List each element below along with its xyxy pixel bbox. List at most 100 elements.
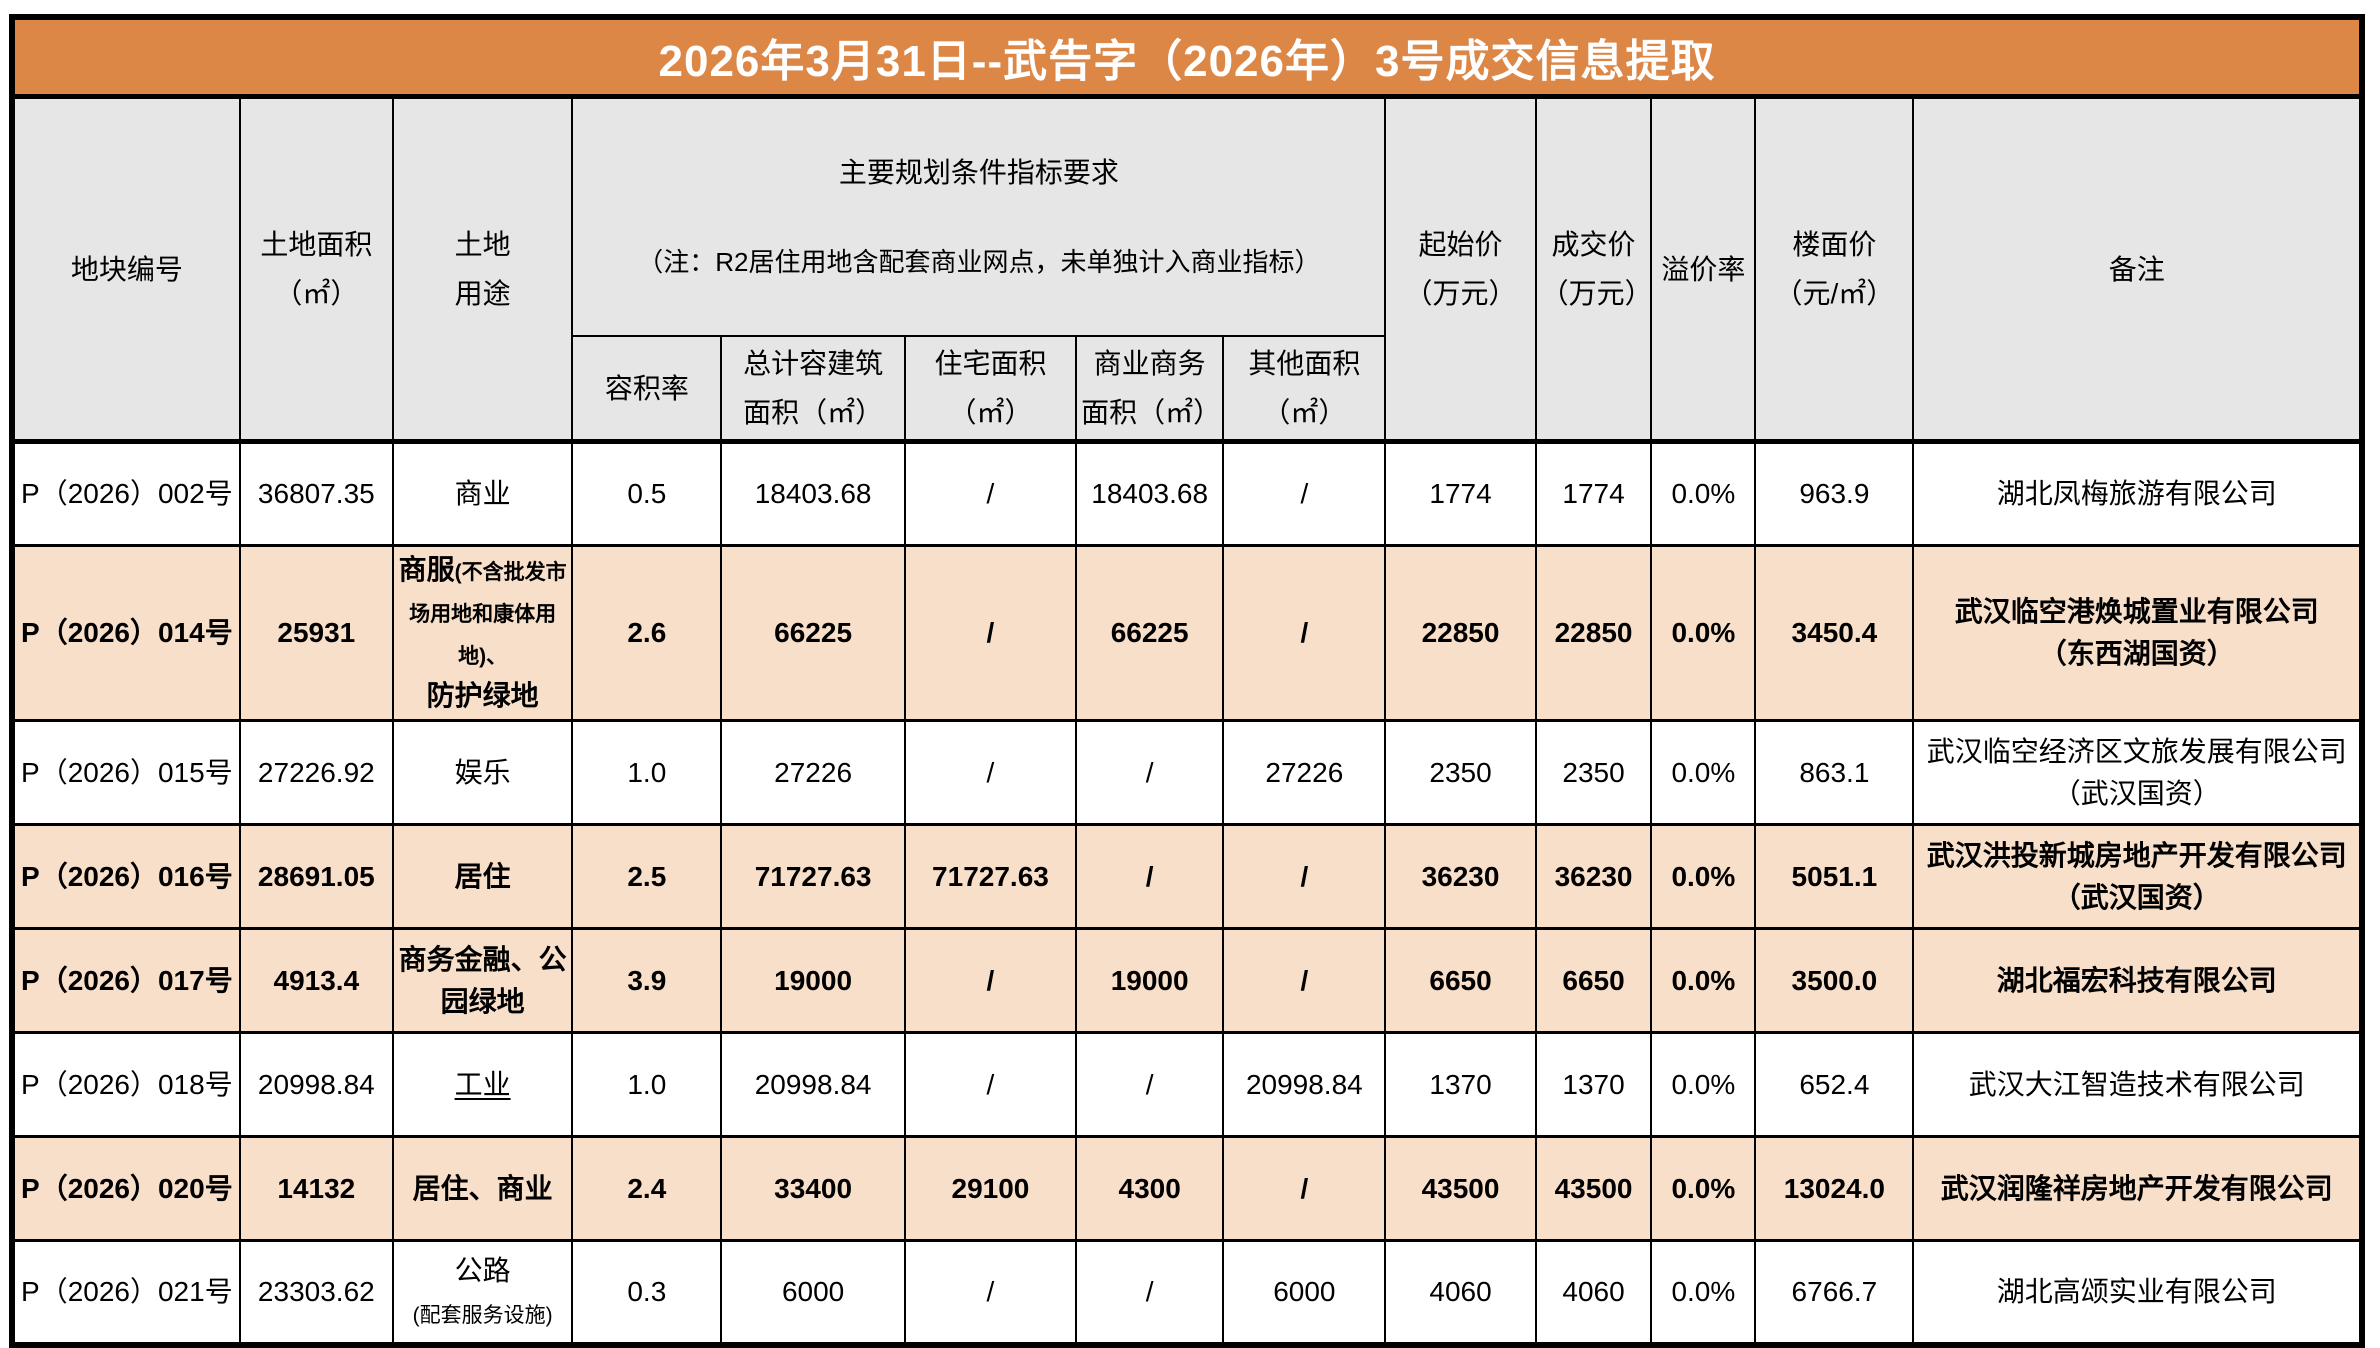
cell-residential-area: 71727.63: [903, 823, 1078, 930]
header-premium-rate: 溢价率: [1650, 97, 1757, 443]
land-use-text: 公路: [454, 1254, 511, 1286]
cell-residential-area: /: [903, 927, 1078, 1034]
land-use-text: 商服: [398, 554, 455, 585]
cell-commercial-area: 66225: [1075, 544, 1225, 722]
header-row-group: 地块编号 土地面积 （㎡） 土地 用途 主要规划条件指标要求 （注：R2居住用地…: [11, 97, 2363, 443]
remark-line: （武汉国资）: [2052, 777, 2221, 809]
cell-remark: 武汉临空港焕城置业有限公司 （东西湖国资）: [1912, 544, 2363, 722]
cell-other-area: /: [1222, 440, 1387, 547]
cell-floor-area-ratio: 2.5: [571, 823, 723, 930]
cell-total-gfa: 27226: [720, 719, 906, 826]
header-residential-area: 住宅面积 （㎡）: [903, 335, 1078, 443]
table-row: P（2026）016号 28691.05 居住 2.5 71727.63 71727.63…: [11, 823, 2363, 930]
cell-deal-price: 4060: [1534, 1239, 1653, 1346]
cell-commercial-area: 19000: [1075, 927, 1225, 1034]
cell-land-area: 14132: [238, 1135, 394, 1242]
header-plot-number: 地块编号: [11, 97, 241, 443]
cell-other-area: /: [1222, 544, 1387, 722]
land-use-text: 商业: [454, 478, 511, 509]
cell-land-area: 27226.92: [238, 719, 394, 826]
header-total-gfa: 总计容建筑 面积（㎡）: [720, 335, 906, 443]
cell-floor-area-ratio: 1.0: [571, 719, 723, 826]
cell-land-use: 商服(不含批发市场用地和康体用地)、 防护绿地: [391, 544, 574, 722]
header-floor-price: 楼面价 （元/㎡）: [1754, 97, 1915, 443]
page-title: 2026年3月31日--武告字（2026年）3号成交信息提取: [9, 14, 2365, 97]
cell-start-price: 6650: [1384, 927, 1537, 1034]
cell-deal-price: 1370: [1534, 1031, 1653, 1138]
cell-plot-number: P（2026）002号: [11, 440, 241, 547]
planning-group-title: 主要规划条件指标要求: [838, 157, 1119, 188]
cell-deal-price: 6650: [1534, 927, 1653, 1034]
cell-start-price: 22850: [1384, 544, 1537, 722]
header-start-price: 起始价 （万元）: [1384, 97, 1537, 443]
land-use-text: (配套服务设施): [412, 1303, 553, 1327]
cell-land-area: 25931: [238, 544, 394, 722]
cell-other-area: /: [1222, 823, 1387, 930]
cell-land-use: 工业: [391, 1031, 574, 1138]
cell-remark: 武汉大江智造技术有限公司: [1912, 1031, 2363, 1138]
cell-commercial-area: 4300: [1075, 1135, 1225, 1242]
spreadsheet-area: 2026年3月31日--武告字（2026年）3号成交信息提取 地块编号 土地面积…: [9, 14, 2365, 1348]
cell-floor-price: 963.9: [1754, 440, 1915, 547]
cell-residential-area: /: [903, 544, 1078, 722]
cell-plot-number: P（2026）016号: [11, 823, 241, 930]
cell-commercial-area: /: [1075, 1031, 1225, 1138]
land-use-text: 居住: [454, 860, 511, 892]
land-use-text: 商务金融、公园绿地: [398, 943, 567, 1017]
cell-residential-area: /: [903, 1031, 1078, 1138]
header-row-sub: 容积率 总计容建筑 面积（㎡） 住宅面积 （㎡） 商业商务 面积（㎡） 其他面积…: [12, 335, 2362, 443]
cell-land-area: 28691.05: [238, 823, 394, 930]
cell-remark: 湖北福宏科技有限公司: [1912, 927, 2363, 1034]
cell-land-area: 23303.62: [238, 1239, 394, 1346]
table-header: 地块编号 土地面积 （㎡） 土地 用途 主要规划条件指标要求 （注：R2居住用地…: [11, 97, 2363, 443]
cell-commercial-area: /: [1075, 1239, 1225, 1346]
cell-other-area: /: [1222, 927, 1387, 1034]
cell-premium-rate: 0.0%: [1650, 1031, 1757, 1138]
cell-other-area: 6000: [1222, 1239, 1387, 1346]
cell-land-area: 4913.4: [238, 927, 394, 1034]
cell-premium-rate: 0.0%: [1650, 544, 1757, 722]
cell-land-use: 居住: [391, 823, 574, 930]
cell-floor-price: 863.1: [1754, 719, 1915, 826]
cell-premium-rate: 0.0%: [1650, 1135, 1757, 1242]
header-remark: 备注: [1912, 97, 2363, 443]
cell-floor-area-ratio: 0.5: [571, 440, 723, 547]
cell-floor-price: 13024.0: [1754, 1135, 1915, 1242]
cell-total-gfa: 33400: [720, 1135, 906, 1242]
cell-remark: 湖北高颂实业有限公司: [1912, 1239, 2363, 1346]
cell-floor-price: 6766.7: [1754, 1239, 1915, 1346]
cell-floor-price: 3450.4: [1754, 544, 1915, 722]
table-row: P（2026）020号 14132 居住、商业 2.4 33400 29100 4300/4…: [11, 1135, 2363, 1242]
cell-remark: 武汉洪投新城房地产开发有限公司 （武汉国资）: [1912, 823, 2363, 930]
cell-floor-area-ratio: 0.3: [571, 1239, 723, 1346]
remark-line: 湖北福宏科技有限公司: [1996, 964, 2277, 996]
cell-land-use: 居住、商业: [391, 1135, 574, 1242]
cell-total-gfa: 18403.68: [720, 440, 906, 547]
table-body: P（2026）002号 36807.35 商业 0.5 18403.68/18403.6…: [11, 440, 2363, 1346]
cell-start-price: 1774: [1384, 440, 1537, 547]
remark-line: （武汉国资）: [2052, 881, 2221, 913]
header-far: 容积率: [571, 335, 723, 443]
remark-line: 武汉临空港焕城置业有限公司: [1954, 596, 2319, 627]
table-row: P（2026）002号 36807.35 商业 0.5 18403.68/18403.6…: [11, 440, 2363, 547]
cell-floor-area-ratio: 2.4: [571, 1135, 723, 1242]
header-land-area: 土地面积 （㎡）: [238, 97, 394, 443]
table-row: P（2026）014号 25931 商服(不含批发市场用地和康体用地)、 防护绿地 2.…: [11, 544, 2363, 722]
table-row: P（2026）015号 27226.92 娱乐 1.0 27226//27226 2350…: [11, 719, 2363, 826]
cell-floor-price: 5051.1: [1754, 823, 1915, 930]
cell-commercial-area: 18403.68: [1075, 440, 1225, 547]
cell-plot-number: P（2026）020号: [11, 1135, 241, 1242]
cell-land-use: 商业: [391, 440, 574, 547]
cell-other-area: 20998.84: [1222, 1031, 1387, 1138]
remark-line: 湖北凤梅旅游有限公司: [1996, 478, 2277, 509]
land-use-text: 娱乐: [454, 756, 511, 788]
table-row: P（2026）017号 4913.4 商务金融、公园绿地 3.9 19000/19000…: [11, 927, 2363, 1034]
remark-line: 武汉临空经济区文旅发展有限公司: [1926, 735, 2347, 767]
cell-other-area: 27226: [1222, 719, 1387, 826]
cell-start-price: 4060: [1384, 1239, 1537, 1346]
header-deal-price: 成交价 （万元）: [1534, 97, 1653, 443]
cell-commercial-area: /: [1075, 719, 1225, 826]
cell-total-gfa: 66225: [720, 544, 906, 722]
cell-land-use: 娱乐: [391, 719, 574, 826]
cell-plot-number: P（2026）017号: [11, 927, 241, 1034]
